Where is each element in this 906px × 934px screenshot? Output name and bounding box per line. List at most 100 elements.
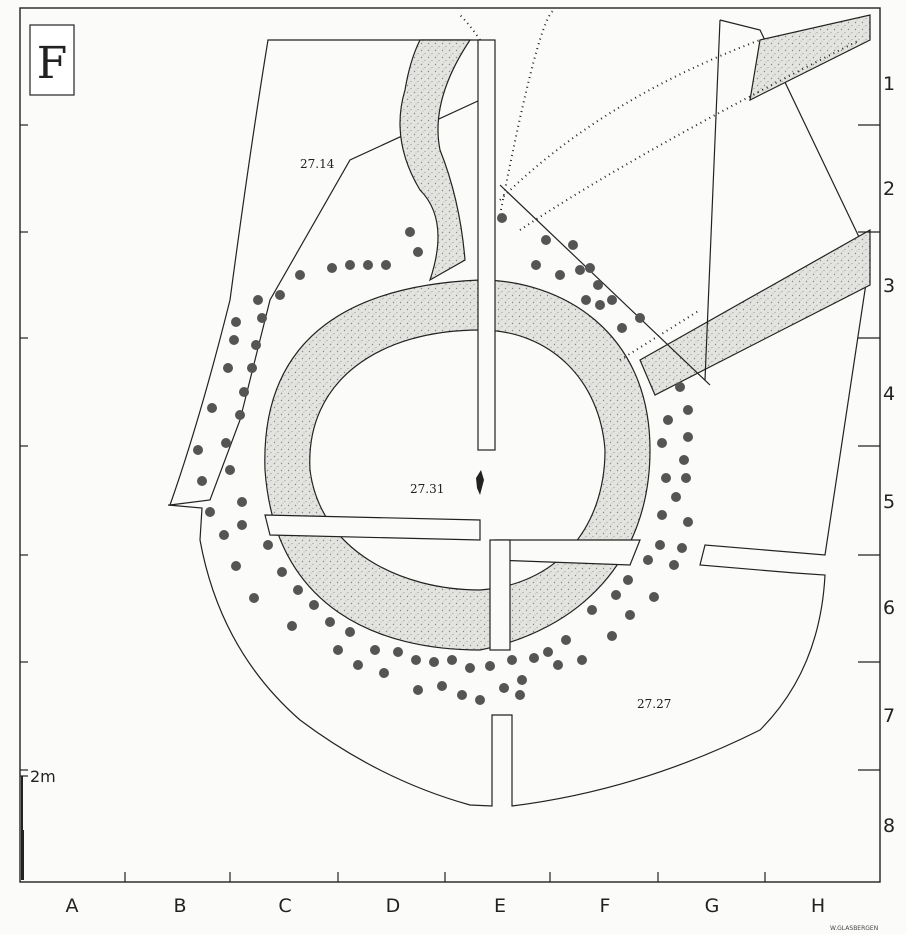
height-label-1: 27.14 xyxy=(300,157,335,171)
post-hole xyxy=(683,432,693,442)
post-hole xyxy=(247,363,257,373)
post-hole xyxy=(529,653,539,663)
post-hole xyxy=(475,695,485,705)
post-hole xyxy=(249,593,259,603)
post-hole xyxy=(561,635,571,645)
post-hole xyxy=(325,617,335,627)
row-label-7: 7 xyxy=(883,705,895,727)
post-hole xyxy=(229,335,239,345)
post-hole xyxy=(235,410,245,420)
post-hole xyxy=(661,473,671,483)
post-hole xyxy=(587,605,597,615)
post-hole xyxy=(607,295,617,305)
post-hole xyxy=(225,465,235,475)
post-hole xyxy=(447,655,457,665)
post-hole xyxy=(655,540,665,550)
section-letter: F xyxy=(37,38,68,89)
post-hole xyxy=(345,260,355,270)
scale-label: 2m xyxy=(30,767,56,786)
post-hole xyxy=(541,235,551,245)
credit-label: W.GLASBERGEN xyxy=(830,925,878,932)
stippled-ring-ditch xyxy=(264,279,651,651)
boundary-line xyxy=(704,19,721,381)
post-hole xyxy=(293,585,303,595)
post-hole xyxy=(393,647,403,657)
post-hole xyxy=(657,510,667,520)
section-line xyxy=(499,184,711,386)
post-hole xyxy=(237,497,247,507)
post-hole xyxy=(507,655,517,665)
post-hole xyxy=(643,555,653,565)
post-hole xyxy=(457,690,467,700)
post-hole xyxy=(309,600,319,610)
post-hole xyxy=(497,213,507,223)
row-label-6: 6 xyxy=(883,597,895,619)
post-hole xyxy=(370,645,380,655)
post-hole xyxy=(237,520,247,530)
post-hole xyxy=(568,240,578,250)
column-label-h: H xyxy=(811,895,825,917)
stippled-band-upper xyxy=(749,14,871,102)
stippled-channel xyxy=(399,39,472,282)
section-letter-box xyxy=(29,24,75,96)
post-hole xyxy=(585,263,595,273)
post-hole xyxy=(675,382,685,392)
column-label-d: D xyxy=(386,895,401,917)
baulk-east xyxy=(494,539,641,566)
height-label-3: 27.27 xyxy=(637,697,671,711)
post-hole xyxy=(333,645,343,655)
post-hole xyxy=(277,567,287,577)
column-label-c: C xyxy=(278,895,291,917)
post-hole xyxy=(381,260,391,270)
post-hole xyxy=(677,543,687,553)
post-hole xyxy=(499,683,509,693)
post-hole xyxy=(625,610,635,620)
post-hole xyxy=(683,517,693,527)
post-hole xyxy=(193,445,203,455)
column-label-g: G xyxy=(705,895,720,917)
baulk-north xyxy=(477,39,496,451)
post-hole xyxy=(543,647,553,657)
post-hole xyxy=(611,590,621,600)
post-hole xyxy=(413,247,423,257)
post-hole xyxy=(295,270,305,280)
column-label-f: F xyxy=(600,895,611,917)
dotted-line-a xyxy=(459,14,481,41)
post-hole xyxy=(379,668,389,678)
stippled-band-lower xyxy=(639,228,871,396)
plan-frame xyxy=(19,7,881,883)
dotted-line-e xyxy=(619,309,701,361)
height-label-2: 27.31 xyxy=(410,482,444,496)
post-hole xyxy=(411,655,421,665)
post-hole xyxy=(531,260,541,270)
dotted-line-b xyxy=(499,39,761,201)
post-hole xyxy=(683,405,693,415)
post-hole xyxy=(465,663,475,673)
row-label-1: 1 xyxy=(883,73,895,95)
post-hole xyxy=(663,415,673,425)
post-hole xyxy=(607,631,617,641)
post-hole xyxy=(671,492,681,502)
post-hole xyxy=(669,560,679,570)
post-hole xyxy=(593,280,603,290)
post-hole xyxy=(575,265,585,275)
post-hole xyxy=(253,295,263,305)
post-hole xyxy=(251,340,261,350)
post-hole xyxy=(577,655,587,665)
dotted-line-d xyxy=(499,9,556,216)
column-label-e: E xyxy=(494,895,506,917)
post-hole xyxy=(437,681,447,691)
row-label-2: 2 xyxy=(883,178,895,200)
post-hole xyxy=(595,300,605,310)
row-label-5: 5 xyxy=(883,491,895,513)
column-label-b: B xyxy=(173,895,186,917)
post-hole xyxy=(205,507,215,517)
post-hole xyxy=(555,270,565,280)
scale-bar-fill xyxy=(21,830,24,880)
post-hole xyxy=(617,323,627,333)
post-hole xyxy=(287,621,297,631)
post-hole xyxy=(263,540,273,550)
dotted-line-c xyxy=(519,39,861,231)
trench-outline-south xyxy=(167,19,871,807)
